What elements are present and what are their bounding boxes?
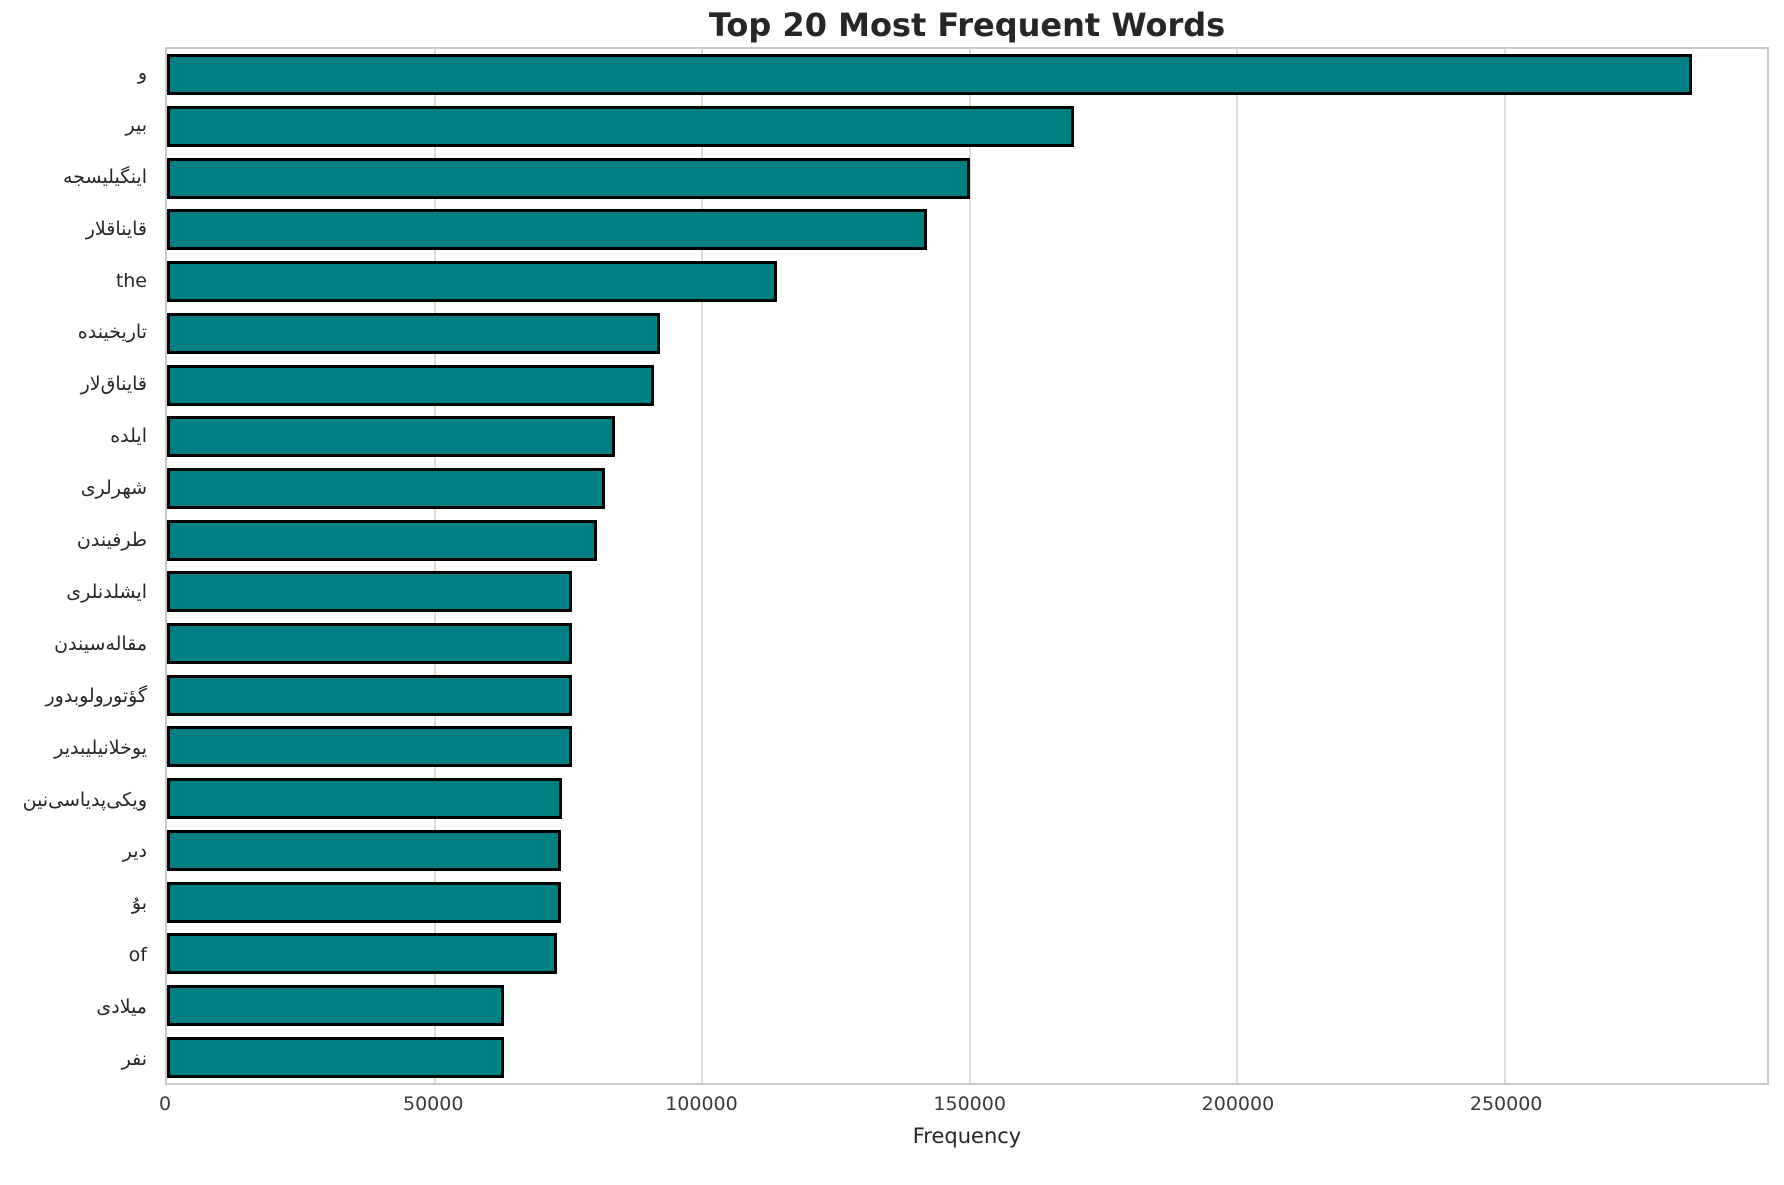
bar <box>167 261 778 303</box>
y-axis-label: بیر <box>125 113 147 136</box>
bar-row <box>167 618 1767 670</box>
y-axis-label: گؤتورولوبدور <box>45 684 147 707</box>
x-tick-label: 50000 <box>402 1093 464 1115</box>
bar-row <box>167 49 1767 101</box>
x-tick-label: 0 <box>158 1093 172 1115</box>
bar-row <box>167 152 1767 204</box>
x-axis-ticks: 0 50000 100000 150000 200000 250000 <box>159 1093 1769 1119</box>
x-axis-title: Frequency <box>912 1124 1022 1148</box>
bar <box>167 985 505 1026</box>
y-axis-label: دیر <box>122 840 147 863</box>
bar <box>167 881 561 923</box>
bar <box>167 54 1693 96</box>
y-axis-label: قایناقلار <box>85 217 147 240</box>
bar-row <box>167 669 1767 721</box>
bar <box>167 467 606 509</box>
bar-row <box>167 566 1767 618</box>
bar-row <box>167 721 1767 773</box>
bar-row <box>167 825 1767 877</box>
y-axis-label: of <box>128 944 147 967</box>
y-axis-label: the <box>115 269 147 292</box>
y-axis-label: شهرلری <box>80 477 147 500</box>
plot-area <box>165 47 1769 1085</box>
bar-row <box>167 876 1767 928</box>
y-axis-label: و <box>137 61 147 84</box>
y-axis-label: تاریخینده <box>77 321 147 344</box>
bar <box>167 519 597 561</box>
y-axis-label: مقاله‌سیندن <box>54 632 147 655</box>
bar-row <box>167 411 1767 463</box>
bars-layer <box>167 49 1767 1083</box>
bar-row <box>167 463 1767 515</box>
x-tick-label: 250000 <box>1469 1093 1543 1115</box>
y-axis-labels: و بیر اینگیلیسجه قایناقلار the تاریخینده قاینا… <box>0 47 155 1085</box>
y-axis-label: میلادی <box>96 996 147 1019</box>
y-axis-label: یوخلانیلیبدیر <box>54 736 147 759</box>
x-tick-label: 150000 <box>933 1093 1006 1115</box>
bar <box>167 1036 504 1078</box>
bar <box>167 674 572 716</box>
bar-row <box>167 514 1767 566</box>
bar-row <box>167 928 1767 980</box>
y-axis-label: ویکی‌پدیاسی‌نین <box>22 788 147 811</box>
bar-row <box>167 101 1767 153</box>
gridline <box>968 49 971 1083</box>
gridline <box>433 49 436 1083</box>
bar-row <box>167 308 1767 360</box>
x-tick-label: 200000 <box>1201 1093 1275 1115</box>
bar <box>167 364 654 406</box>
bar-row <box>167 204 1767 256</box>
bar <box>167 571 573 613</box>
y-axis-label: بۇ <box>131 892 147 915</box>
bar-row <box>167 1031 1767 1083</box>
chart-title: Top 20 Most Frequent Words <box>708 6 1226 44</box>
bar <box>167 106 1075 148</box>
bar <box>167 416 616 458</box>
bar-row <box>167 980 1767 1032</box>
y-axis-label: قایناق‌لار <box>80 373 147 396</box>
y-axis-label: نفر <box>121 1048 147 1071</box>
gridline <box>1503 49 1506 1083</box>
x-tick-label: 100000 <box>665 1093 738 1115</box>
bar <box>167 829 562 871</box>
gridline <box>1236 49 1239 1083</box>
gridline <box>701 49 704 1083</box>
bar-row <box>167 773 1767 825</box>
bar <box>167 157 970 199</box>
y-axis-label: ایلده <box>110 425 147 448</box>
bar <box>167 209 927 251</box>
bar-row <box>167 359 1767 411</box>
bar-row <box>167 256 1767 308</box>
y-axis-label: ایشلدنلری <box>66 580 147 603</box>
bar <box>167 933 557 975</box>
bar <box>167 726 572 768</box>
bar <box>167 778 563 820</box>
bar <box>167 623 572 665</box>
y-axis-label: اینگیلیسجه <box>63 165 147 188</box>
y-axis-label: طرفیندن <box>76 529 147 552</box>
bar <box>167 312 661 354</box>
